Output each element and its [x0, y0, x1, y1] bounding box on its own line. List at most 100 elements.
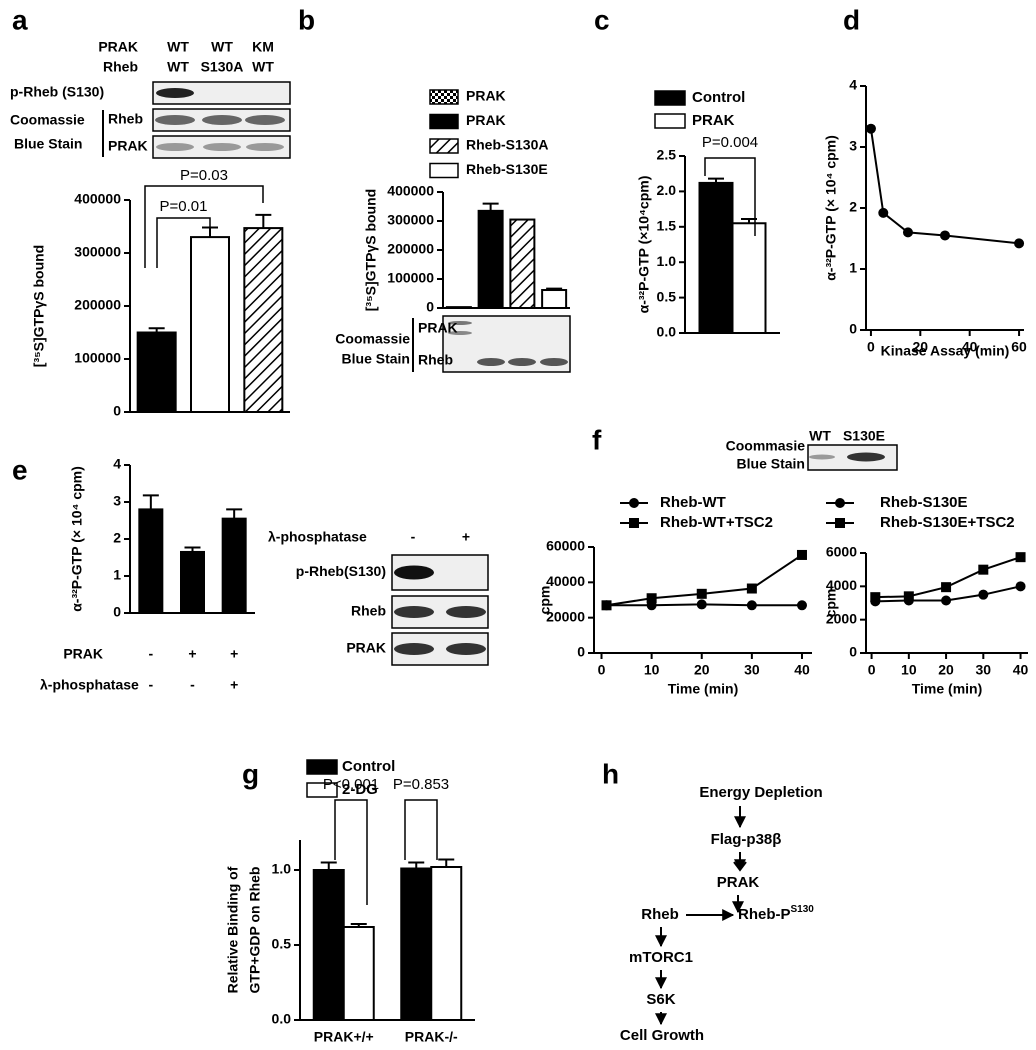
y-tick-label: 4 — [849, 77, 857, 93]
lane-label: WT — [167, 39, 189, 55]
bar — [221, 517, 247, 615]
legend-marker — [835, 498, 845, 508]
y-tick-label: 0 — [426, 299, 434, 315]
y-tick-label: 2000 — [826, 610, 857, 626]
x-axis-label: Time (min) — [912, 681, 983, 697]
p-value: P=0.01 — [160, 198, 208, 215]
legend-swatch — [429, 89, 459, 105]
point — [903, 591, 914, 602]
y-tick-label: 300000 — [387, 212, 434, 228]
p-value: P=0.004 — [702, 134, 758, 151]
y-tick-label: 6000 — [826, 544, 857, 560]
blot-band — [394, 565, 434, 580]
error-bar — [142, 494, 159, 510]
x-tick-label: 20 — [913, 339, 929, 355]
blot-band — [847, 452, 885, 462]
lane-label: WT — [252, 59, 274, 75]
point — [746, 583, 757, 594]
x-axis-label: Kinase Assay (min) — [881, 343, 1010, 359]
bar — [477, 209, 504, 310]
lane-label: - — [411, 529, 416, 545]
significance-bracket — [334, 799, 368, 905]
significance-bracket — [144, 185, 264, 268]
x-tick-label: 0 — [868, 662, 876, 678]
blot-band — [246, 143, 284, 151]
blot-label: λ-phosphatase — [268, 529, 367, 545]
panel-letter: h — [602, 758, 619, 789]
y-axis-label: GTP+GDP on Rheb — [247, 867, 263, 994]
condition-label: λ-phosphatase — [40, 677, 139, 693]
panel-letter: c — [594, 4, 610, 35]
y-axis-label: [³⁵S]GTPγS bound — [363, 189, 379, 311]
condition-value: - — [190, 677, 195, 693]
lane-label: WT — [809, 428, 831, 444]
pathway-node: PRAK — [717, 874, 760, 891]
lane-label: Rheb — [103, 59, 138, 75]
y-tick-label: 0 — [577, 644, 585, 660]
y-tick-label: 400000 — [74, 191, 121, 207]
bar — [731, 222, 767, 334]
lane-label: PRAK — [98, 39, 138, 55]
blot-label: Rheb — [418, 352, 453, 368]
y-tick-label: 2 — [113, 530, 121, 546]
error-bar — [320, 861, 337, 870]
blot-label: Coomassie — [335, 331, 410, 347]
pathway-node: Cell Growth — [620, 1027, 704, 1044]
y-tick-label: 100000 — [74, 350, 121, 366]
blot-band — [448, 331, 472, 335]
legend-swatch — [654, 113, 686, 129]
y-tick-label: 20000 — [546, 608, 585, 624]
legend-marker — [629, 518, 639, 528]
point — [696, 588, 707, 599]
legend-label: 2-DG — [342, 781, 378, 798]
legend-label: Rheb-S130E — [880, 494, 968, 511]
bar — [509, 218, 536, 309]
blot-label: Coommasie — [726, 438, 806, 454]
legend-label: Control — [692, 89, 745, 106]
error-bar — [255, 213, 272, 229]
pathway-node: Rheb-PS130 — [738, 904, 814, 923]
pathway-node: Flag-p38β — [711, 831, 782, 848]
significance-bracket — [404, 799, 438, 860]
y-tick-label: 4 — [113, 456, 121, 472]
y-tick-label: 1 — [849, 260, 857, 276]
blot-label: PRAK — [108, 138, 148, 154]
y-tick-label: 0.0 — [272, 1011, 292, 1027]
lane-label: WT — [167, 59, 189, 75]
legend-label: PRAK — [466, 88, 506, 104]
y-tick-label: 2.5 — [657, 147, 677, 163]
blot-band — [156, 143, 194, 151]
y-axis-label: cpm — [823, 589, 839, 618]
y-tick-label: 0.5 — [272, 936, 292, 952]
y-tick-label: 1 — [113, 567, 121, 583]
y-tick-label: 1.0 — [272, 861, 292, 877]
legend-swatch — [429, 113, 459, 130]
blot-frame — [152, 81, 291, 105]
bar — [430, 866, 463, 1021]
point — [601, 600, 612, 611]
point — [940, 230, 950, 241]
bar — [342, 926, 375, 1021]
x-axis-label: Time (min) — [668, 681, 739, 697]
y-axis-label: Relative Binding of — [225, 866, 241, 993]
legend-label: Rheb-S130E — [466, 161, 548, 177]
legend-label: Rheb-WT+TSC2 — [660, 514, 773, 531]
y-axis-label: α-³²P-GTP (× 10⁴ cpm) — [823, 135, 839, 281]
y-tick-label: 200000 — [74, 297, 121, 313]
condition-label: PRAK — [63, 646, 103, 662]
x-tick-label: 20 — [938, 662, 954, 678]
blot-label: Coomassie — [10, 112, 85, 128]
blot-band — [477, 358, 505, 366]
bar — [138, 508, 164, 614]
blot-label: PRAK — [346, 640, 386, 656]
legend-swatch — [429, 162, 459, 179]
point — [865, 123, 876, 134]
y-tick-label: 0.5 — [657, 288, 677, 304]
point — [746, 600, 757, 611]
bar — [190, 236, 230, 413]
x-tick-label: 0 — [598, 662, 606, 678]
blot-label: p-Rheb(S130) — [296, 563, 386, 579]
legend-label: Rheb-S130E+TSC2 — [880, 514, 1015, 531]
panel-letter: a — [12, 4, 28, 35]
lane-label: KM — [252, 39, 274, 55]
